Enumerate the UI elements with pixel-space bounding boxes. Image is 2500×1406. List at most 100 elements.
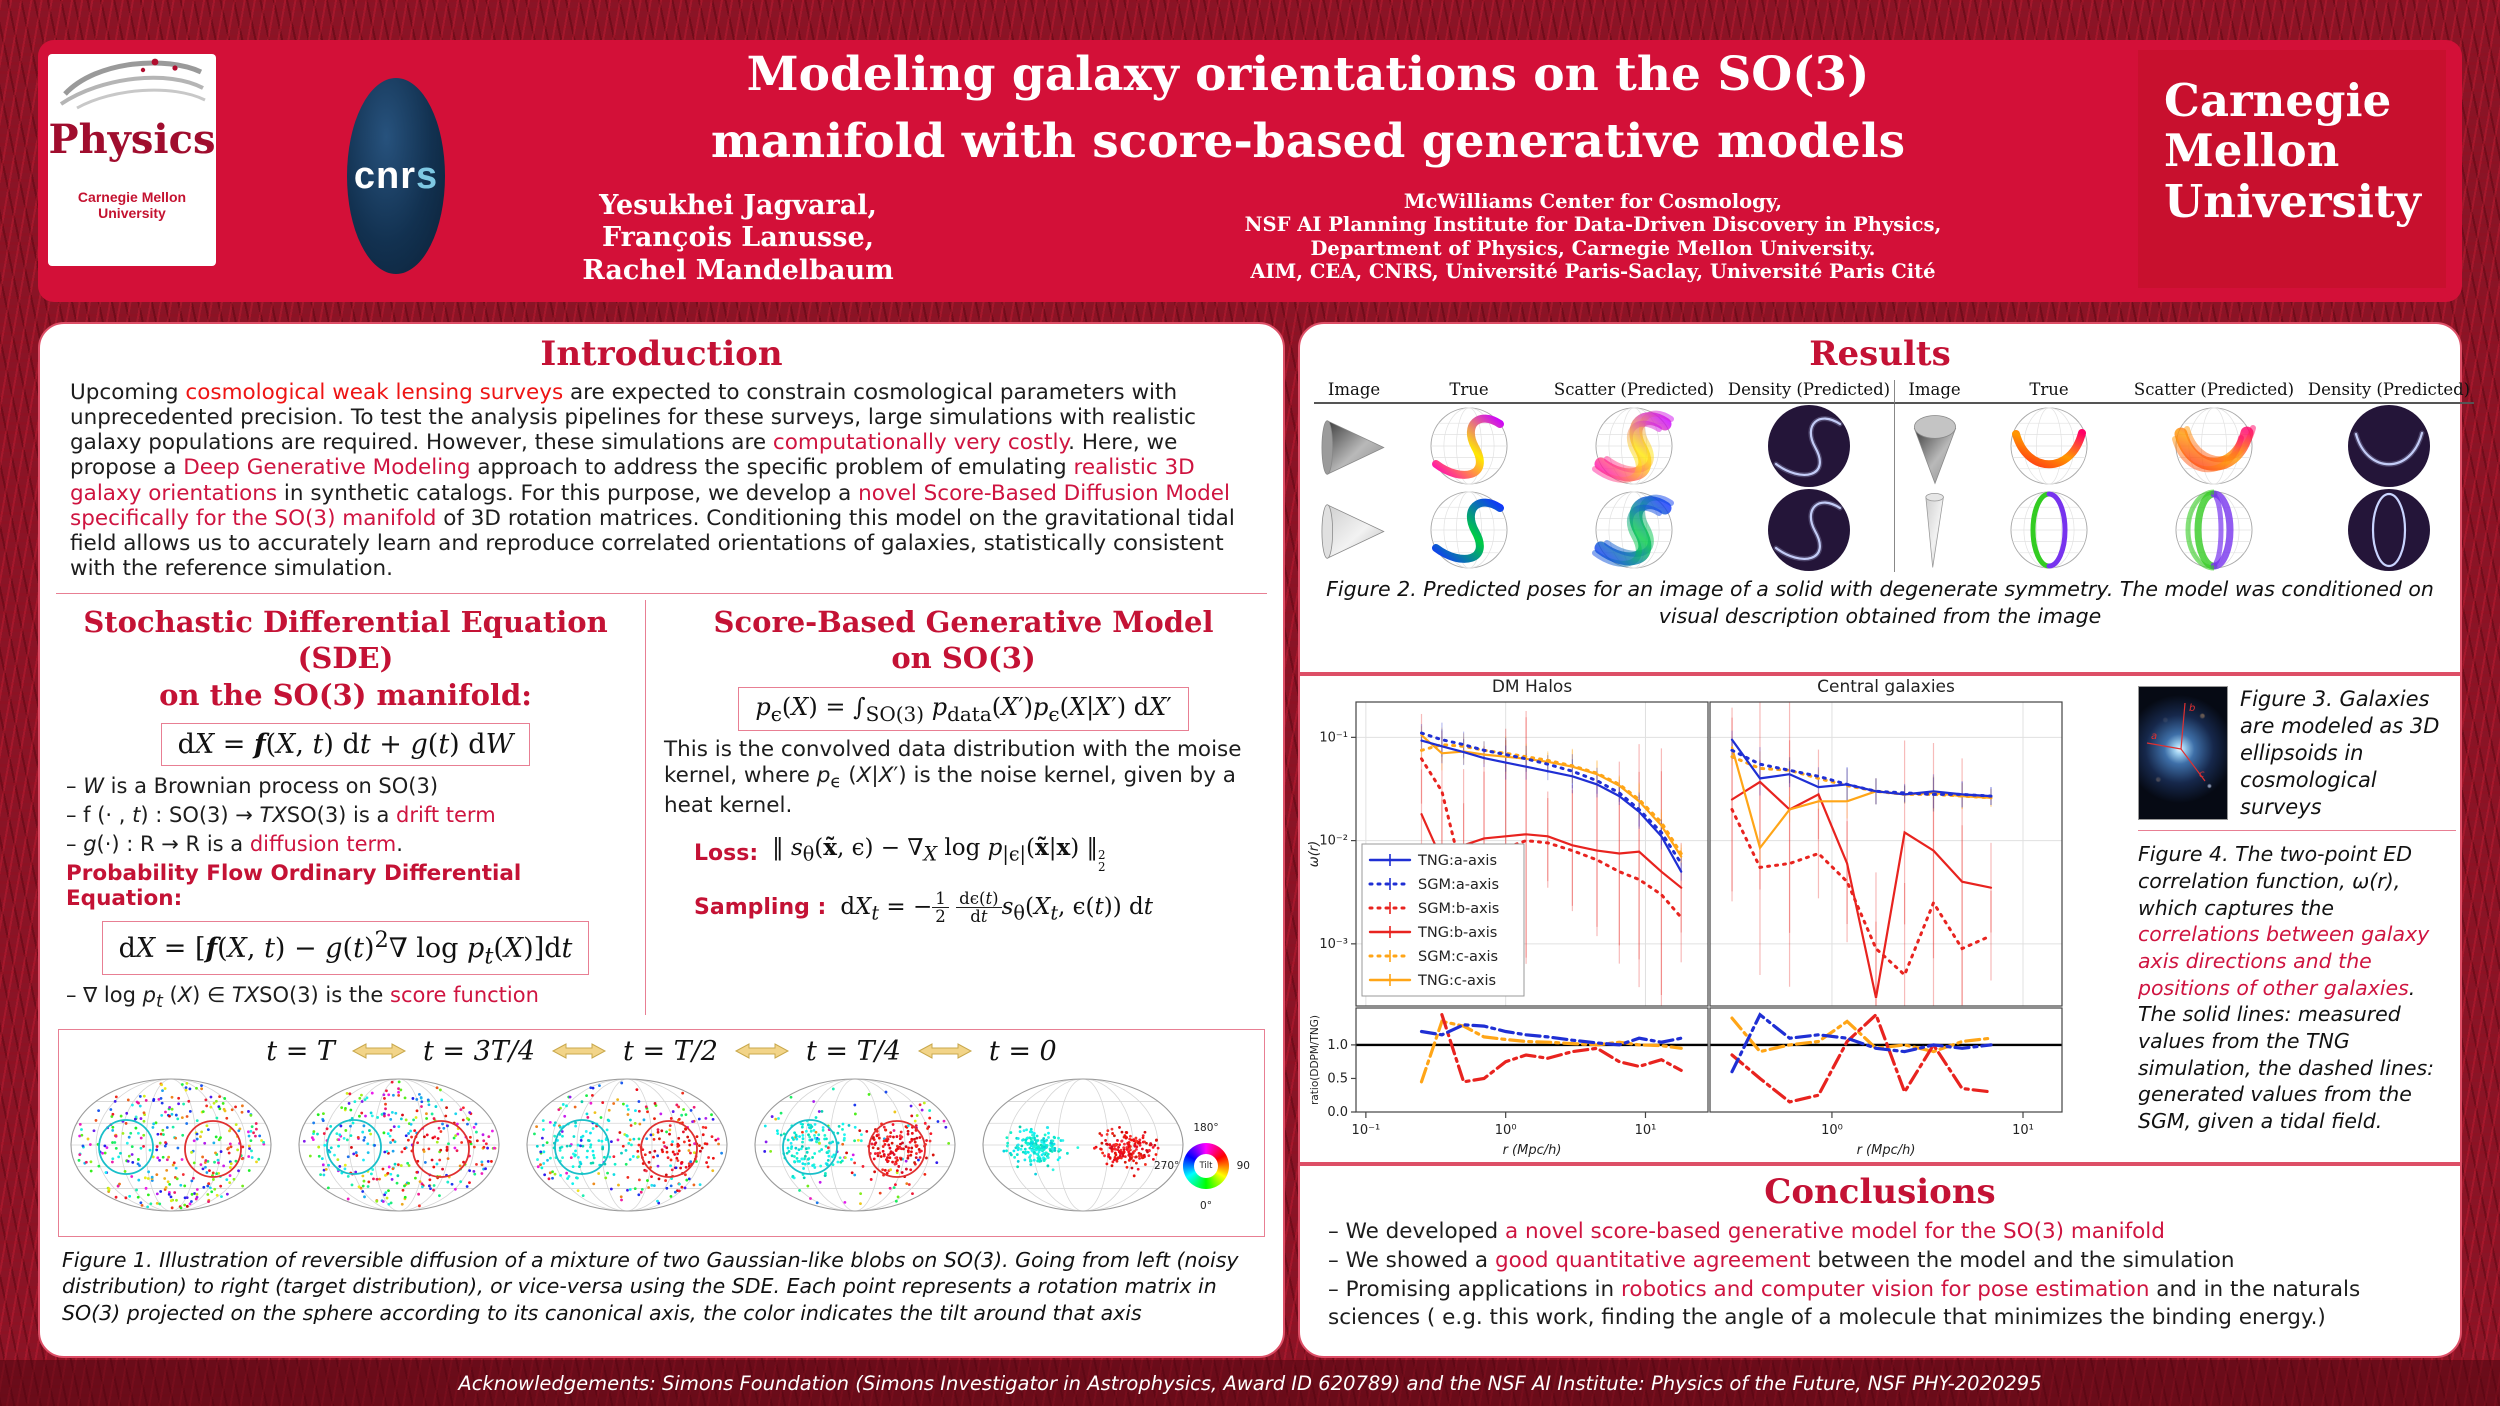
sampling-formula: dXt = −1 2 dϵ(t) dt sθ(Xt, ϵ(t)) dt (840, 888, 1153, 927)
tilt-colorwheel: 180° 270° 90 0° Tilt (1154, 1114, 1258, 1218)
figure1-caption: Figure 1. Illustration of reversible dif… (62, 1247, 1239, 1325)
colorwheel-center-label: Tilt (1199, 1160, 1213, 1171)
svg-text:DM Halos: DM Halos (1492, 677, 1572, 697)
svg-text:r (Mpc/h): r (Mpc/h) (1857, 1143, 1916, 1158)
fig2-cell (1394, 488, 1544, 572)
svg-text:b: b (2189, 703, 2195, 714)
sde-formula: dX = f(X, t) dt + g(t) dW (160, 722, 531, 766)
svg-text:SGM:b-axis: SGM:b-axis (1418, 901, 1499, 917)
affiliation-line: McWilliams Center for Cosmology, (1403, 190, 1783, 213)
true-pose-sphere (2010, 491, 2088, 569)
scatter-pose-sphere (1592, 491, 1674, 569)
figure1-timestep-label: t = 3T/4 (422, 1035, 536, 1067)
density-pose-sphere (1768, 405, 1850, 487)
figure2-caption: Figure 2. Predicted poses for an image o… (1326, 577, 2434, 628)
loss-label: Loss: (694, 841, 759, 867)
svg-text:10¹: 10¹ (1635, 1123, 1657, 1138)
cmu-wordmark-line: University (2164, 174, 2421, 228)
affiliation-line: AIM, CEA, CNRS, Université Paris-Saclay,… (1250, 260, 1936, 284)
fig2-cell (2124, 488, 2304, 572)
physics-swirl-icon (59, 58, 206, 110)
column-divider (645, 600, 646, 1015)
colorwheel-icon: Tilt (1183, 1142, 1229, 1189)
poster-title-line2: manifold with score-based generative mod… (710, 113, 1906, 169)
density-pose-sphere (2348, 489, 2430, 571)
svg-text:10¹: 10¹ (2012, 1123, 2034, 1138)
fig2-cell (1893, 404, 1975, 488)
conclusion-bullet: – We developed a novel score-based gener… (1328, 1219, 2165, 1244)
fig2-cell (1544, 404, 1724, 488)
loss-row: Loss: ‖ sθ(x̃, ϵ) − ∇X log p|ϵ|(x̃|x) ‖ 2… (694, 834, 1267, 874)
figure1-box: t = T t = 3T/4 t = T/2 t = T/4 t = 0 180… (58, 1028, 1265, 1237)
footer-acknowledgements: Acknowledgements: Simons Foundation (Sim… (458, 1371, 2042, 1395)
results-heading: Results (1809, 334, 1951, 374)
fig2-column-header: Image (1314, 380, 1394, 404)
fig2-cell (1394, 404, 1544, 488)
footer-band: Acknowledgements: Simons Foundation (Sim… (0, 1360, 2500, 1406)
figure3-caption: Figure 3. Galaxies are modeled as 3D ell… (2240, 687, 2440, 819)
svg-text:c: c (2199, 769, 2205, 780)
charts-panel: DM Halos 10⁻¹ 10⁰ 10¹ r (Mpc/h) 10⁻¹ 10⁻² 10⁻³ 1… (1298, 674, 2462, 1164)
cmu-wordmark: Carnegie Mellon University (2138, 50, 2446, 288)
fig2-cell (1974, 404, 2124, 488)
svg-text:r (Mpc/h): r (Mpc/h) (1503, 1143, 1562, 1158)
fig2-column-header: True (1394, 380, 1544, 404)
svg-text:1.0: 1.0 (1327, 1038, 1348, 1053)
poster-title-line1: Modeling galaxy orientations on the SO(3… (746, 47, 1870, 102)
double-arrow-icon (917, 1043, 972, 1059)
colorwheel-label-180: 180° (1193, 1121, 1219, 1134)
conclusions-body: – We developed a novel score-based gener… (1300, 1218, 2460, 1333)
figure1-diffusion-spheres (70, 1077, 1184, 1212)
affiliation-line: Department of Physics, Carnegie Mellon U… (1310, 236, 1876, 260)
svg-text:SGM:a-axis: SGM:a-axis (1418, 877, 1499, 893)
conclusion-bullet: – We showed a good quantitative agreemen… (1328, 1247, 2235, 1273)
fig2-column-header: Scatter (Predicted) (2124, 380, 2304, 404)
true-pose-sphere (2010, 407, 2088, 485)
cmu-wordmark-line: Mellon (2164, 124, 2340, 178)
svg-text:ratio(DDPM/TNG): ratio(DDPM/TNG) (1309, 1015, 1321, 1105)
double-arrow-icon (351, 1043, 406, 1059)
divider (56, 593, 1267, 595)
fig2-column-header: Scatter (Predicted) (1544, 380, 1724, 404)
scatter-pose-sphere (2175, 489, 2253, 571)
svg-text:Central galaxies: Central galaxies (1817, 677, 1955, 697)
probability-flow-heading: Probability Flow Ordinary Differential E… (66, 860, 522, 911)
header-band: Physics Carnegie Mellon University cnrs … (38, 40, 2462, 302)
fig2-column-header: Density (Predicted) (2304, 380, 2474, 404)
cnrs-logo: cnrs (347, 78, 445, 274)
colorwheel-label-0: 0° (1200, 1199, 1212, 1212)
svg-text:10⁻¹: 10⁻¹ (1352, 1123, 1381, 1138)
svg-text:a: a (2151, 731, 2157, 742)
svg-text:TNG:a-axis: TNG:a-axis (1417, 853, 1497, 869)
figure1-timestep-label: t = T (266, 1035, 335, 1067)
svg-text:10⁰: 10⁰ (1821, 1123, 1843, 1138)
scatter-pose-sphere (2172, 407, 2256, 485)
sde-bullets: – W is a Brownian process on SO(3) – f (… (54, 772, 637, 859)
cnrs-logo-text: cnrs (353, 154, 439, 197)
affiliation-line: NSF AI Planning Institute for Data-Drive… (1244, 213, 1942, 237)
fig2-column-header: Density (Predicted) (1724, 380, 1894, 404)
galaxy-image: a b c (2138, 686, 2228, 820)
true-pose-sphere (1430, 407, 1508, 485)
sde-bullet: – W is a Brownian process on SO(3) (66, 773, 439, 798)
svg-text:SGM:c-axis: SGM:c-axis (1418, 949, 1498, 965)
physics-logo-word: Physics (48, 116, 216, 163)
fig2-cell (2304, 488, 2474, 572)
left-panel: Introduction Upcoming cosmological weak … (38, 322, 1285, 1358)
density-pose-sphere (1768, 489, 1850, 571)
true-pose-sphere (1430, 491, 1508, 569)
cmu-wordmark-line: Carnegie (2164, 74, 2392, 127)
affiliations: McWilliams Center for Cosmology, NSF AI … (998, 190, 2188, 284)
conclusions-panel: Conclusions – We developed a novel score… (1298, 1164, 2462, 1358)
fig2-cell (2124, 404, 2304, 488)
fig2-cell (1724, 488, 1894, 572)
fig2-cell (1893, 488, 1975, 572)
sde-bullet: – f (· , t) : SO(3) → TXSO(3) is a drift… (66, 802, 496, 827)
cone-tall-icon (1924, 492, 1944, 568)
conclusion-bullet: – Promising applications in robotics and… (1328, 1276, 2361, 1331)
svg-text:0.5: 0.5 (1327, 1071, 1348, 1086)
methods-columns: Stochastic Differential Equation (SDE) on… (40, 600, 1283, 1015)
conclusions-heading: Conclusions (1764, 1172, 1996, 1212)
intro-body: Upcoming cosmological weak lensing surve… (70, 380, 1235, 581)
physics-logo-subtext: Carnegie Mellon University (77, 189, 187, 221)
